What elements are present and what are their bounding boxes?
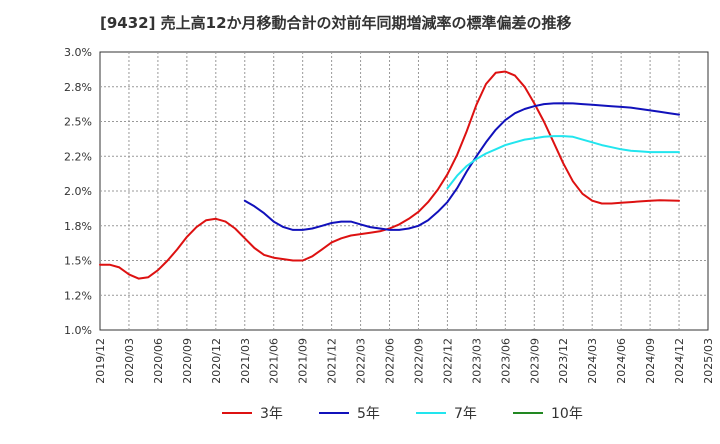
y-tick-label: 1.2% <box>64 289 92 302</box>
y-tick-label: 2.8% <box>64 81 92 94</box>
legend-label: 10年 <box>551 406 583 422</box>
y-tick-label: 1.0% <box>64 324 92 337</box>
y-tick-label: 2.2% <box>64 150 92 163</box>
x-tick-label: 2023/06 <box>499 338 512 384</box>
y-tick-label: 1.8% <box>64 220 92 233</box>
series-line-1 <box>99 70 680 280</box>
x-tick-label: 2019/12 <box>94 338 107 384</box>
x-tick-label: 2022/06 <box>384 338 397 384</box>
chart-title: [9432] 売上高12か月移動合計の対前年同期増減率の標準偏差の推移 <box>100 14 572 32</box>
x-tick-label: 2022/09 <box>412 338 425 384</box>
legend-label: 7年 <box>454 406 477 422</box>
x-tick-label: 2021/12 <box>326 338 339 384</box>
y-tick-label: 2.0% <box>64 185 92 198</box>
x-tick-label: 2022/03 <box>355 338 368 384</box>
x-tick-label: 2020/09 <box>181 338 194 384</box>
x-tick-label: 2025/03 <box>702 338 715 384</box>
x-tick-label: 2022/12 <box>441 338 454 384</box>
x-tick-label: 2021/06 <box>268 338 281 384</box>
x-tick-label: 2021/09 <box>297 338 310 384</box>
x-tick-label: 2023/09 <box>528 338 541 384</box>
x-tick-label: 2021/03 <box>239 338 252 384</box>
series-line-2 <box>243 102 680 231</box>
series-line-3 <box>446 135 680 190</box>
x-tick-label: 2024/03 <box>586 338 599 384</box>
x-tick-label: 2024/09 <box>644 338 657 384</box>
x-tick-label: 2020/12 <box>210 338 223 384</box>
x-tick-label: 2020/03 <box>123 338 136 384</box>
x-tick-label: 2024/06 <box>615 338 628 384</box>
x-tick-label: 2023/12 <box>557 338 570 384</box>
legend-label: 5年 <box>357 406 380 422</box>
y-tick-label: 3.0% <box>64 46 92 59</box>
x-tick-label: 2023/03 <box>470 338 483 384</box>
x-tick-label: 2020/06 <box>152 338 165 384</box>
y-tick-label: 1.5% <box>64 255 92 268</box>
legend-label: 3年 <box>260 406 283 422</box>
x-tick-label: 2024/12 <box>673 338 686 384</box>
y-tick-label: 2.5% <box>64 116 92 129</box>
